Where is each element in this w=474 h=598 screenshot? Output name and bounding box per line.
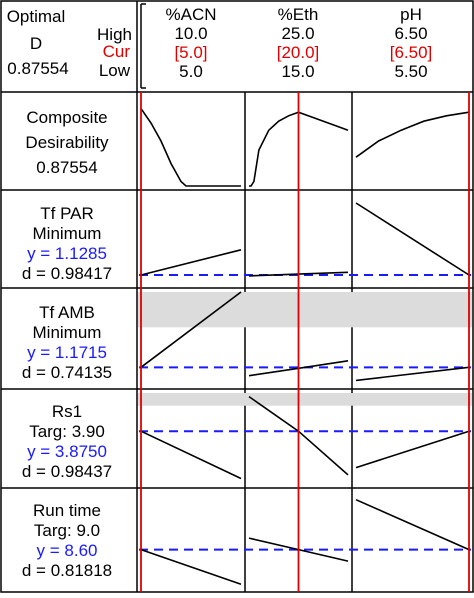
curve-row-4-col-0 — [140, 548, 242, 585]
row-0-name: Composite — [26, 108, 107, 127]
curve-row-2-col-0 — [140, 291, 242, 368]
low-label: Low — [99, 61, 131, 80]
curve-row-3-col-2 — [355, 430, 470, 469]
d-value: 0.87554 — [7, 59, 68, 78]
row-4-d: d = 0.81818 — [22, 561, 112, 580]
d-label: D — [30, 34, 42, 53]
row-1-name: Tf PAR — [40, 204, 94, 223]
factor-high-0: 10.0 — [174, 24, 207, 43]
factor-low-0: 5.0 — [179, 62, 203, 81]
factor-cur-1: [20.0] — [277, 43, 320, 62]
row-4-name: Run time — [33, 501, 101, 520]
factor-low-1: 15.0 — [281, 62, 314, 81]
row-3-d: d = 0.98437 — [22, 462, 112, 481]
row-1-y: y = 1.1285 — [27, 244, 107, 263]
curve-row-3-col-0 — [140, 430, 242, 480]
row-labels: Composite Desirability 0.87554 Tf PAR Mi… — [22, 108, 112, 580]
curve-row-1-col-0 — [140, 249, 242, 276]
row-1-goal: Minimum — [33, 224, 102, 243]
row-2-name: Tf AMB — [39, 303, 95, 322]
factor-name-0: %ACN — [165, 5, 216, 24]
curve-row-2-col-2 — [355, 366, 470, 382]
factor-name-1: %Eth — [278, 5, 319, 24]
row-1-d: d = 0.98417 — [22, 264, 112, 283]
factor-headers: %ACN 10.0 [5.0] 5.0 %Eth 25.0 [20.0] 15.… — [165, 5, 432, 81]
curve-row-0-col-0 — [140, 108, 241, 187]
curve-row-4-col-2 — [355, 498, 470, 551]
row-2-d: d = 0.74135 — [22, 363, 112, 382]
current-setting-lines — [140, 92, 470, 592]
curve-row-1-col-2 — [355, 202, 470, 276]
row-3-y: y = 3.8750 — [27, 442, 107, 461]
row-3-name: Rs1 — [52, 402, 82, 421]
row-3-goal: Targ: 3.90 — [29, 422, 105, 441]
optimal-label: Optimal — [7, 7, 66, 26]
curve-row-0-col-2 — [355, 111, 470, 158]
shaded-band-row-2 — [138, 292, 472, 328]
row-4-y: y = 8.60 — [37, 541, 98, 560]
header-bracket — [140, 3, 146, 89]
factor-cur-0: [5.0] — [174, 43, 207, 62]
row-0-d: 0.87554 — [36, 158, 97, 177]
response-curves — [140, 108, 470, 585]
shaded-regions — [138, 292, 472, 406]
factor-high-2: 6.50 — [394, 24, 427, 43]
header-summary: Optimal D 0.87554 High Cur Low — [7, 7, 132, 80]
factor-name-2: pH — [400, 5, 422, 24]
high-label: High — [97, 25, 132, 44]
cur-label: Cur — [103, 42, 131, 61]
curve-row-0-col-1 — [249, 111, 349, 187]
row-4-goal: Targ: 9.0 — [34, 521, 100, 540]
factor-cur-2: [6.50] — [390, 43, 433, 62]
shaded-band-row-3 — [138, 393, 472, 406]
row-2-goal: Minimum — [33, 323, 102, 342]
row-0-goal: Desirability — [25, 133, 109, 152]
factor-high-1: 25.0 — [281, 24, 314, 43]
factor-low-2: 5.50 — [394, 62, 427, 81]
row-2-y: y = 1.1715 — [27, 343, 107, 362]
